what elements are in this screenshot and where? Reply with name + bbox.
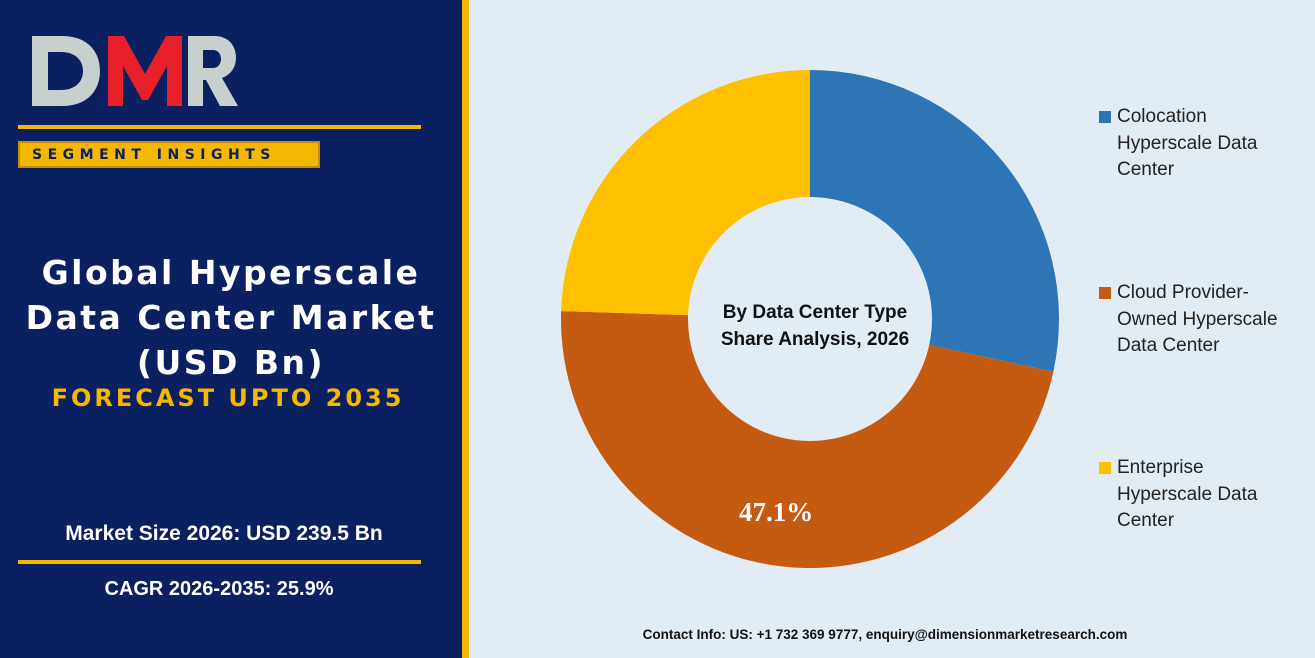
legend-line: Center xyxy=(1117,510,1175,531)
legend-swatch xyxy=(1099,287,1111,299)
report-title: Global Hyperscale Data Center Market (US… xyxy=(0,250,462,385)
legend-label: Colocation Hyperscale Data Center xyxy=(1117,104,1307,184)
market-size-stat: Market Size 2026: USD 239.5 Bn xyxy=(65,522,383,545)
left-panel xyxy=(0,0,462,658)
chart-center-title-line: By Data Center Type xyxy=(723,302,907,323)
legend-line: Colocation xyxy=(1117,106,1207,127)
legend-swatch xyxy=(1099,111,1111,123)
legend-line: Hyperscale Data xyxy=(1117,132,1258,154)
legend-line: Enterprise xyxy=(1117,457,1204,478)
divider-stripe xyxy=(462,0,469,658)
slice-enterprise xyxy=(561,69,810,316)
segment-insights-badge: SEGMENT INSIGHTS xyxy=(18,141,320,168)
legend-line: Data Center xyxy=(1117,335,1220,356)
mid-rule xyxy=(18,560,421,564)
contact-info: Contact Info: US: +1 732 369 9777, enqui… xyxy=(642,627,1128,642)
legend-label: Cloud Provider- Owned Hyperscale Data Ce… xyxy=(1117,280,1307,360)
chart-center-title-line: Share Analysis, 2026 xyxy=(721,329,909,350)
cagr-stat: CAGR 2026-2035: 25.9% xyxy=(104,578,334,600)
legend-label: Enterprise Hyperscale Data Center xyxy=(1117,455,1307,535)
title-line: Data Center Market xyxy=(25,298,437,337)
legend-swatch xyxy=(1099,462,1111,474)
legend-line: Owned Hyperscale xyxy=(1117,308,1278,330)
title-line: (USD Bn) xyxy=(136,343,326,382)
title-line: Global Hyperscale xyxy=(41,253,421,292)
donut-chart: By Data Center Type Share Analysis, 2026… xyxy=(561,69,1059,568)
slice-cloud-provider xyxy=(561,311,1054,568)
slice-data-label: 47.1% xyxy=(739,497,813,527)
top-rule xyxy=(18,125,421,129)
slice-colocation xyxy=(810,70,1059,372)
legend-line: Center xyxy=(1117,159,1175,180)
legend-line: Hyperscale Data xyxy=(1117,483,1258,505)
legend-line: Cloud Provider- xyxy=(1117,282,1249,303)
forecast-label: FORECAST UPTO 2035 xyxy=(51,384,405,412)
dmr-logo xyxy=(32,36,238,106)
